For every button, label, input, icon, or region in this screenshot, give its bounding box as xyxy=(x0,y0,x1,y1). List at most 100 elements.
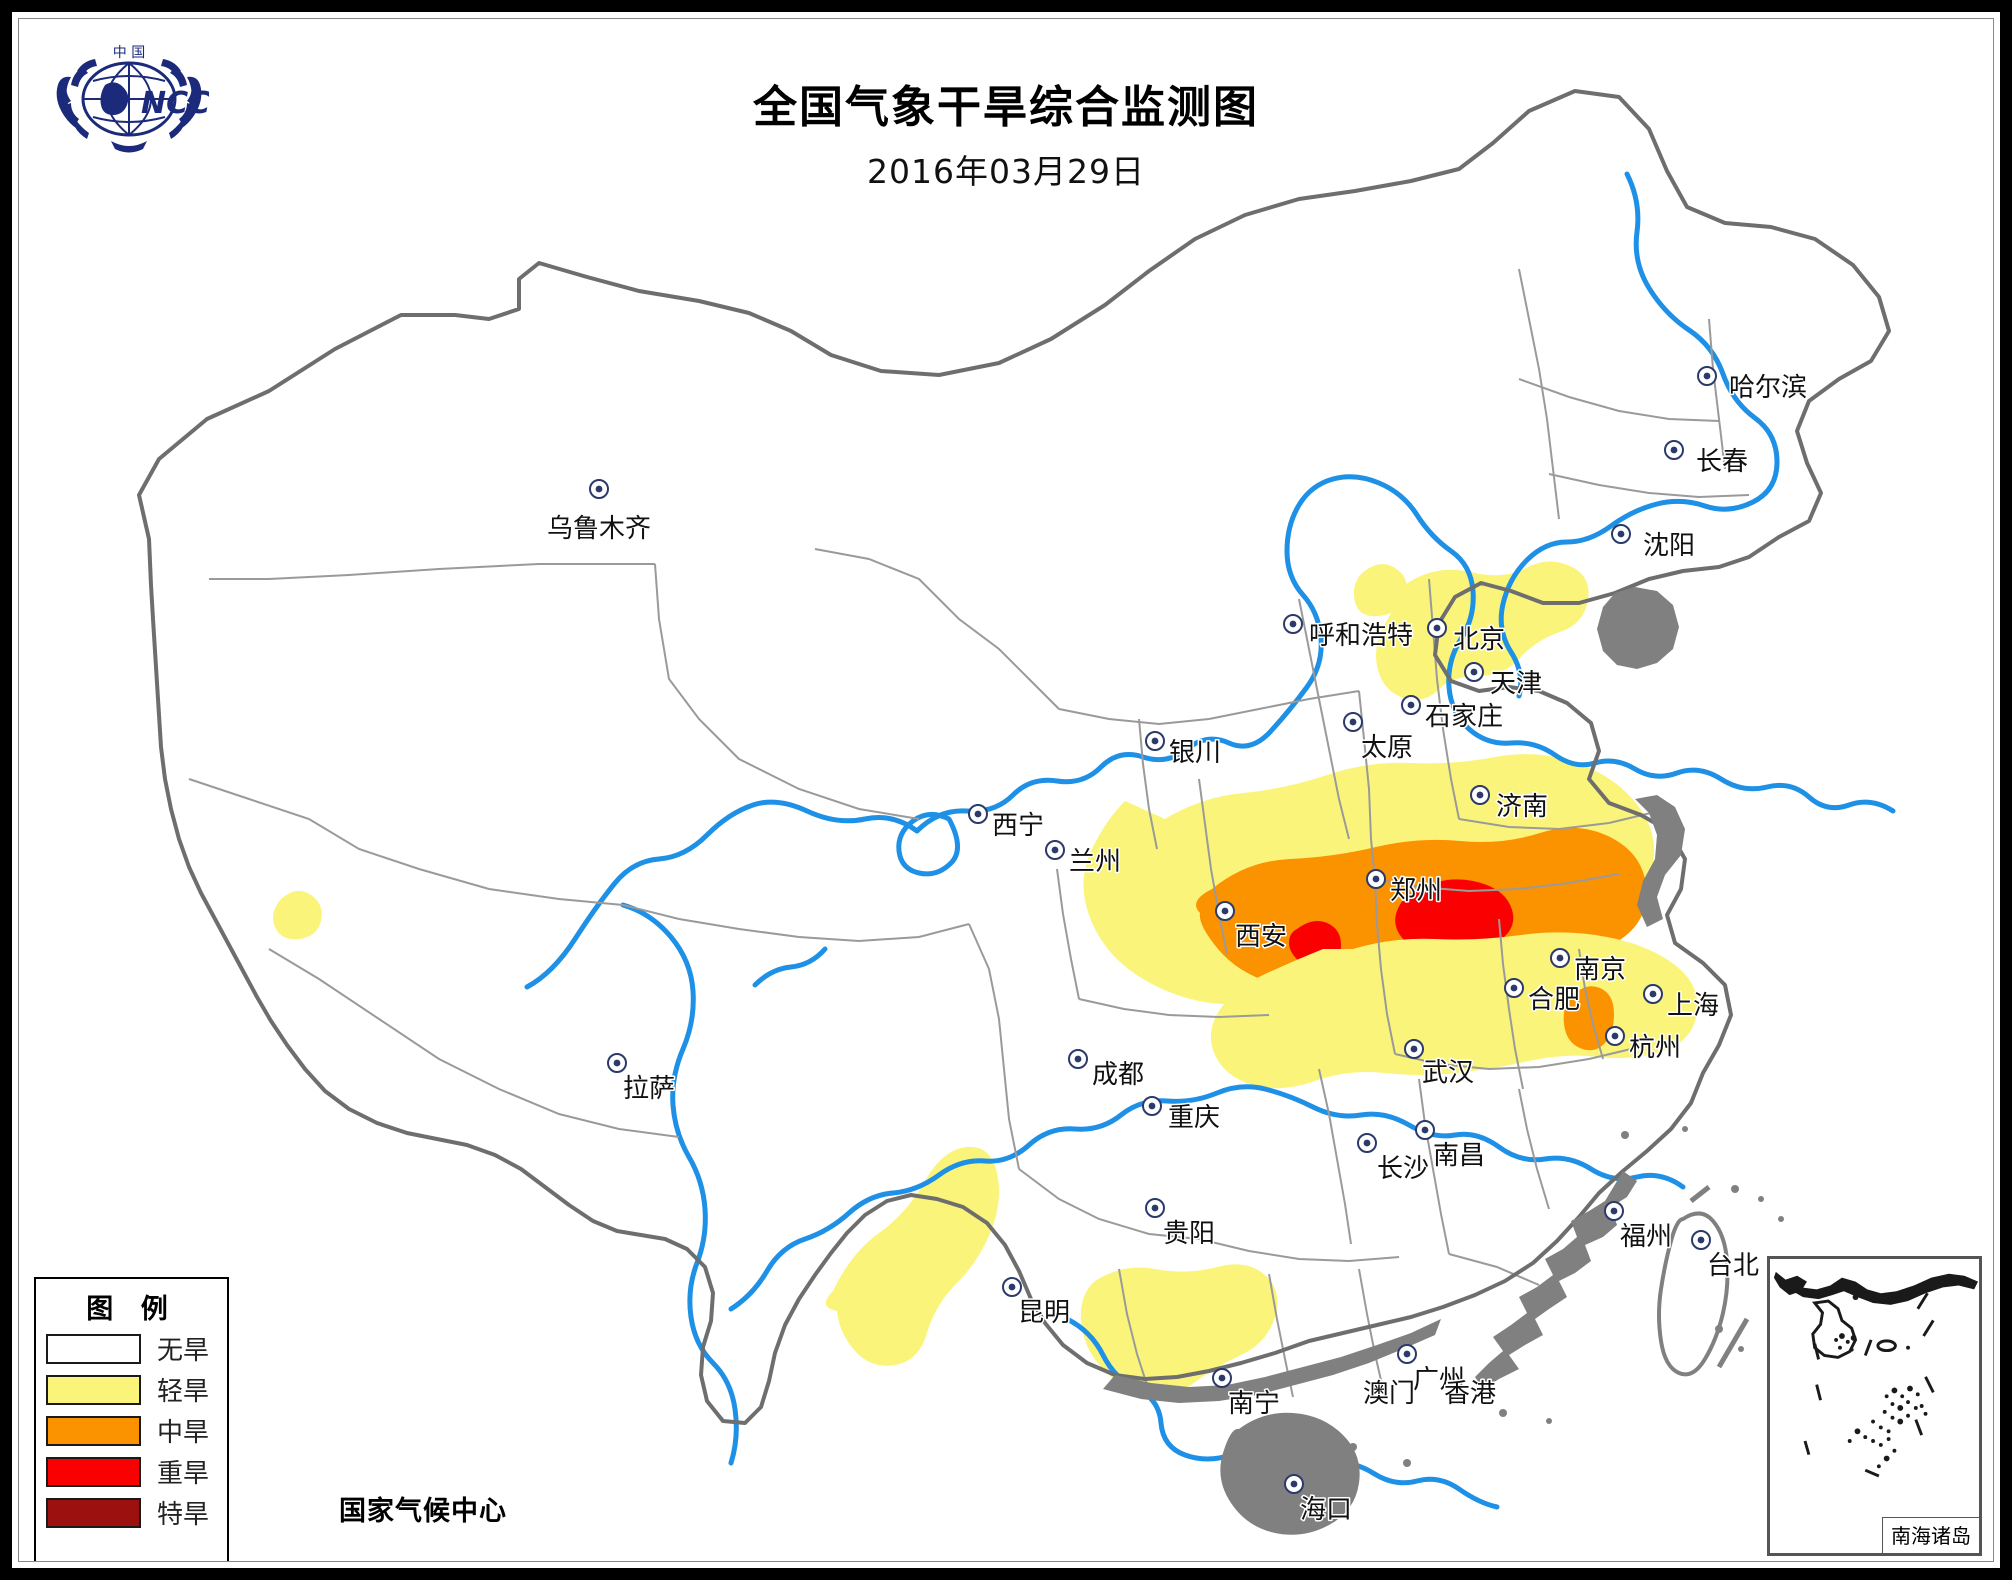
city-dot-center-icon xyxy=(1670,446,1678,454)
city-marker-昆明: 昆明 xyxy=(1002,1277,1072,1330)
city-dot-center-icon xyxy=(1697,1236,1705,1244)
city-marker-南京: 南京 xyxy=(1550,948,1628,987)
drought-area-guangxi-light xyxy=(1080,1264,1278,1398)
city-dot-center-icon xyxy=(1407,701,1415,709)
province-line xyxy=(1374,878,1396,1055)
legend-rows: 无旱 轻旱 中旱 重旱 特旱 xyxy=(36,1330,227,1531)
city-marker-台北: 台北 xyxy=(1691,1230,1761,1283)
city-dot-center-icon xyxy=(1148,1102,1156,1110)
province-line xyxy=(1018,1168,1200,1240)
city-label: 天津 xyxy=(1490,669,1542,699)
city-marker-福州: 福州 xyxy=(1604,1201,1674,1254)
coast-liaodong xyxy=(1597,587,1679,669)
city-label: 昆明 xyxy=(1018,1298,1070,1328)
city-label: 长沙 xyxy=(1377,1154,1429,1184)
drought-area-beijing-hebei-light xyxy=(1376,561,1589,700)
city-dot-center-icon xyxy=(1151,1204,1159,1212)
inset-map xyxy=(1773,1271,1979,1478)
river-songhua xyxy=(1498,171,1780,699)
map-frame: 乌鲁木齐 哈尔滨 长春 沈阳 呼和浩特 北京 天津 石家庄 太原 济南 银川 西宁 兰州 郑州 西安 南京 上海… xyxy=(9,9,2003,1571)
city-dot-center-icon xyxy=(1703,372,1711,380)
border-outline xyxy=(137,89,1891,1425)
offshore-islands xyxy=(1349,1126,1784,1467)
city-label: 台北 xyxy=(1707,1251,1759,1281)
city-label: 合肥 xyxy=(1528,985,1580,1015)
legend-swatch xyxy=(46,1456,141,1487)
city-label: 西宁 xyxy=(992,811,1044,841)
province-line xyxy=(654,563,920,820)
city-dot-center-icon xyxy=(1421,1126,1429,1134)
city-marker-拉萨: 拉萨 xyxy=(607,1053,677,1106)
city-dot-center-icon xyxy=(1363,1139,1371,1147)
logo-ncc-text: NCC xyxy=(141,86,209,121)
city-dot-center-icon xyxy=(1403,1350,1411,1358)
province-line xyxy=(1198,1238,1400,1263)
city-marker-北京: 北京 xyxy=(1427,618,1507,657)
city-dot-center-icon xyxy=(1289,620,1297,628)
city-marker-杭州: 杭州 xyxy=(1605,1026,1683,1065)
legend-label: 中旱 xyxy=(157,1418,210,1448)
city-dot-center-icon xyxy=(1433,624,1441,632)
province-line xyxy=(1518,268,1560,520)
legend-label: 重旱 xyxy=(157,1459,210,1489)
city-label: 长春 xyxy=(1696,447,1748,477)
city-marker-石家庄: 石家庄 xyxy=(1401,695,1505,734)
province-line xyxy=(188,778,624,906)
city-marker-香港: 香港 xyxy=(1443,1378,1498,1411)
drought-area-yunnan-west-light xyxy=(825,1146,999,1366)
city-dot-center-icon xyxy=(1410,1045,1418,1053)
province-line xyxy=(1198,778,1228,955)
province-line xyxy=(1458,810,1660,831)
legend-item: 无旱 xyxy=(46,1330,227,1367)
city-label: 呼和浩特 xyxy=(1309,621,1413,651)
province-line xyxy=(1358,1268,1384,1390)
legend-item: 重旱 xyxy=(46,1453,227,1490)
inset-label: 南海诸岛 xyxy=(1882,1517,1980,1554)
city-dot-center-icon xyxy=(1510,984,1518,992)
city-label: 广州 xyxy=(1413,1365,1465,1395)
city-label: 西安 xyxy=(1235,922,1287,952)
city-marker-重庆: 重庆 xyxy=(1142,1096,1222,1135)
boundary-dash-marks xyxy=(1689,1185,1750,1369)
province-line xyxy=(622,904,970,943)
city-label: 重庆 xyxy=(1168,1103,1220,1133)
coastline xyxy=(1103,587,1685,1535)
city-label: 济南 xyxy=(1496,792,1548,822)
city-dot-center-icon xyxy=(1617,530,1625,538)
province-line xyxy=(268,948,680,1138)
province-line xyxy=(1518,1088,1550,1210)
city-label: 澳门 xyxy=(1363,1379,1415,1409)
city-label: 成都 xyxy=(1092,1060,1144,1090)
city-dot-center-icon xyxy=(1151,737,1159,745)
city-marker-贵阳: 贵阳 xyxy=(1145,1198,1217,1251)
province-line xyxy=(1078,998,1270,1019)
legend-title: 图 例 xyxy=(86,1294,177,1325)
province-line xyxy=(814,548,1060,710)
city-marker-济南: 济南 xyxy=(1470,785,1550,824)
city-dot-center-icon xyxy=(1218,1374,1226,1382)
province-line xyxy=(1394,1048,1632,1071)
city-label: 贵阳 xyxy=(1163,1219,1215,1249)
city-label: 南京 xyxy=(1574,955,1626,985)
drought-area-jianghuai-light xyxy=(1210,932,1698,1089)
city-marker-上海: 上海 xyxy=(1643,984,1721,1023)
city-marker-沈阳: 沈阳 xyxy=(1611,524,1697,563)
south-china-sea-inset: 南海诸岛 xyxy=(1767,1256,1982,1556)
legend-swatch xyxy=(46,1497,141,1528)
city-label: 兰州 xyxy=(1069,847,1121,877)
city-dot-center-icon xyxy=(1470,668,1478,676)
city-label: 拉萨 xyxy=(623,1074,675,1104)
city-marker-武汉: 武汉 xyxy=(1404,1039,1476,1090)
coast-hainan xyxy=(1220,1412,1360,1535)
province-line xyxy=(1448,1253,1540,1286)
river-yellow-main xyxy=(914,474,1896,834)
drought-area-hebei-north-light xyxy=(1353,564,1407,617)
city-label: 银川 xyxy=(1169,738,1221,768)
province-line xyxy=(1138,718,1158,850)
drought-area-tibet-west-light xyxy=(273,890,322,940)
city-dot-center-icon xyxy=(613,1059,621,1067)
province-line xyxy=(1058,690,1360,726)
city-marker-乌鲁木齐: 乌鲁木齐 xyxy=(545,479,653,546)
